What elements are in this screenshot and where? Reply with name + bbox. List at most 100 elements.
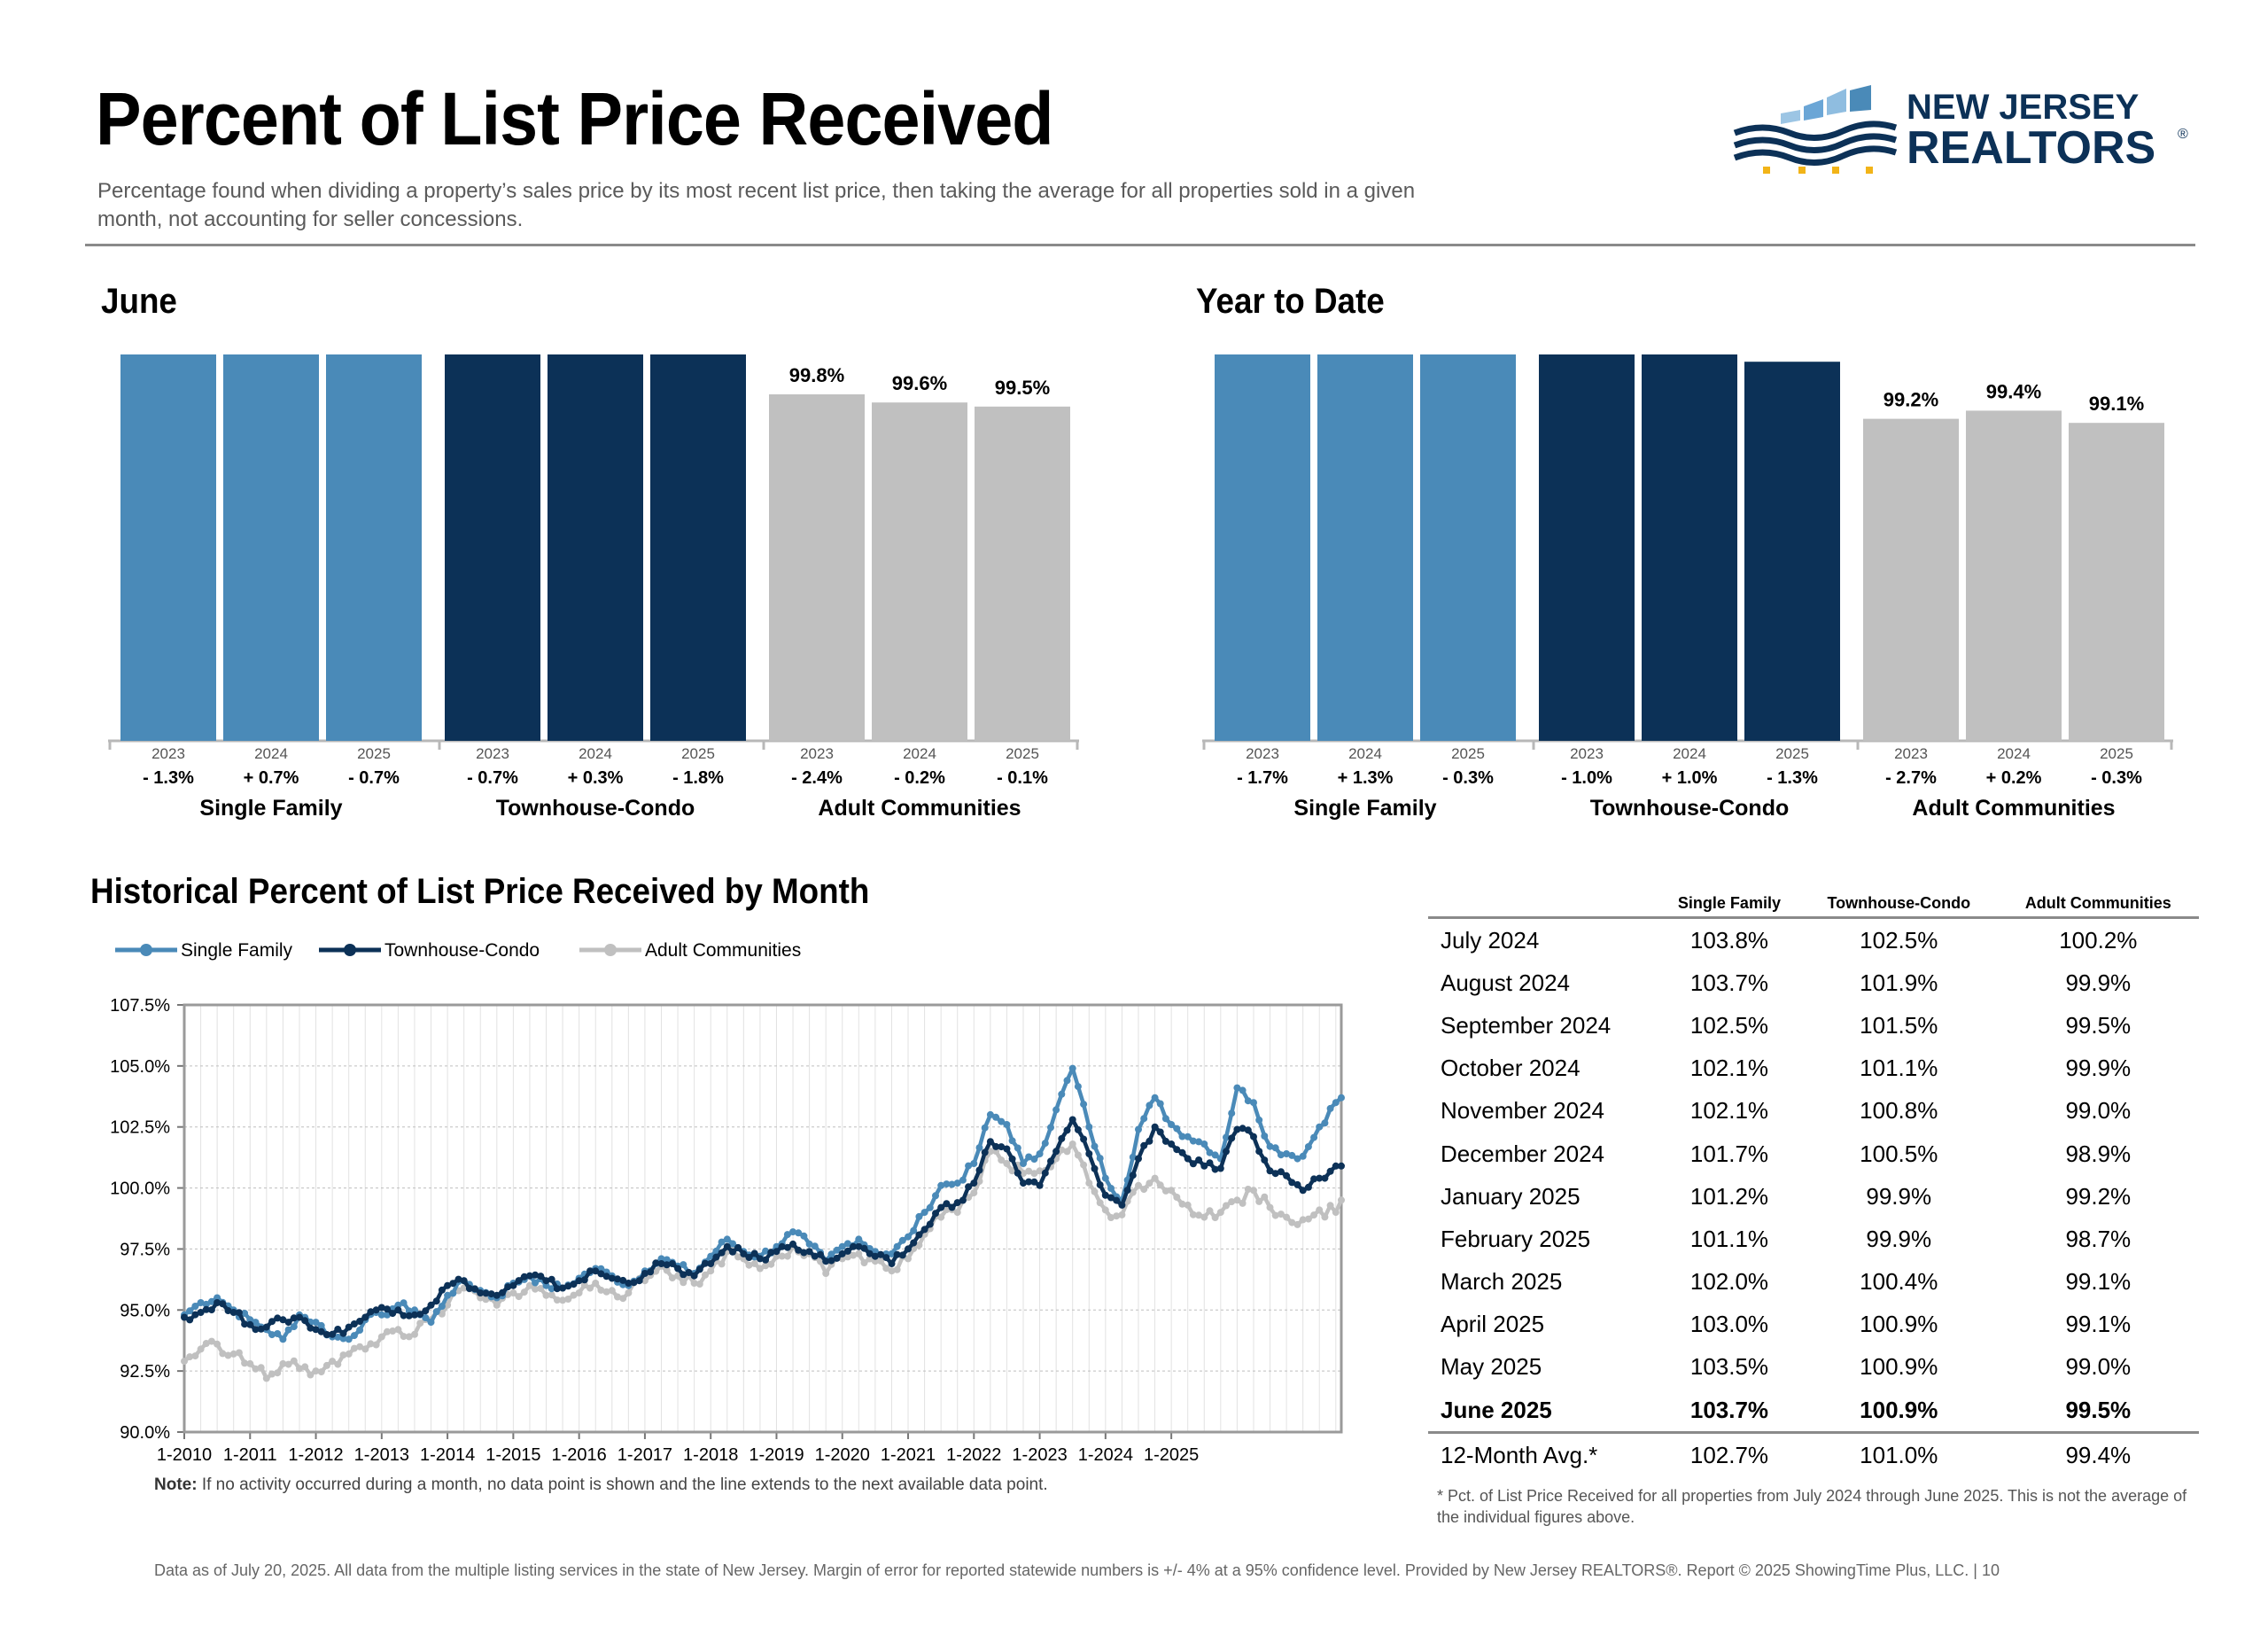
- data-point: [1020, 1179, 1027, 1187]
- data-point: [1074, 1083, 1082, 1091]
- logo-building-mark: [1733, 85, 1898, 174]
- data-point: [871, 1257, 879, 1265]
- data-point: [1239, 1086, 1247, 1094]
- data-point: [1223, 1133, 1230, 1141]
- data-point: [943, 1200, 951, 1208]
- table-cell-value: 99.9%: [1866, 1182, 1932, 1210]
- data-point: [729, 1248, 736, 1256]
- data-point: [542, 1277, 550, 1285]
- data-point: [1293, 1155, 1301, 1163]
- data-point: [866, 1249, 874, 1257]
- data-point: [1063, 1126, 1071, 1134]
- y-tick-label: 92.5%: [120, 1362, 170, 1382]
- data-point: [932, 1192, 939, 1200]
- data-point: [493, 1301, 501, 1309]
- data-point: [329, 1358, 337, 1366]
- data-point: [274, 1330, 282, 1337]
- data-point: [1173, 1194, 1181, 1201]
- bar-year-label: 2025: [681, 745, 715, 762]
- data-point: [1195, 1138, 1203, 1146]
- data-point: [1228, 1134, 1236, 1142]
- data-point: [542, 1281, 550, 1289]
- data-point: [268, 1370, 276, 1378]
- data-point: [1211, 1151, 1219, 1159]
- bar-change-label: - 2.4%: [791, 768, 843, 788]
- data-point: [1025, 1178, 1033, 1186]
- data-point: [1211, 1214, 1219, 1221]
- data-point: [553, 1285, 561, 1293]
- data-point: [965, 1183, 973, 1191]
- data-point: [850, 1251, 858, 1259]
- data-point: [548, 1285, 555, 1293]
- data-point: [284, 1319, 292, 1327]
- bar-single-family-2025: [1420, 354, 1516, 741]
- data-point: [888, 1260, 896, 1267]
- data-point: [1244, 1126, 1252, 1134]
- data-point: [668, 1274, 676, 1282]
- data-point: [608, 1274, 616, 1282]
- data-point: [1326, 1202, 1334, 1210]
- x-tick-label: 1-2018: [683, 1445, 738, 1465]
- data-point: [532, 1271, 540, 1279]
- legend-item-townhouse-condo: Townhouse-Condo: [319, 940, 540, 961]
- data-point: [657, 1255, 665, 1263]
- data-point: [981, 1148, 989, 1156]
- data-point: [975, 1144, 983, 1152]
- data-point: [1118, 1201, 1126, 1209]
- data-point: [432, 1308, 440, 1316]
- data-point: [384, 1327, 391, 1335]
- data-point: [1058, 1090, 1066, 1098]
- series-townhouse-condo: [181, 1116, 1345, 1338]
- data-point: [384, 1311, 391, 1319]
- data-point: [1326, 1167, 1334, 1175]
- table-cell-value: 102.1%: [1689, 1097, 1769, 1125]
- table-cell-value: 100.4%: [1860, 1268, 1938, 1296]
- data-point: [1255, 1148, 1263, 1156]
- bar-change-label: - 2.7%: [1885, 768, 1937, 788]
- bar-year-label: 2025: [1006, 745, 1039, 762]
- data-point: [1271, 1144, 1279, 1152]
- data-point: [246, 1316, 254, 1324]
- data-point: [520, 1273, 528, 1281]
- data-point: [767, 1249, 775, 1257]
- data-point: [1299, 1152, 1307, 1160]
- data-point: [1151, 1123, 1159, 1131]
- bar-change-label: - 0.3%: [2091, 768, 2142, 788]
- series-line-single-family: [183, 1066, 1343, 1342]
- monthly-data-table: Single Family Townhouse-Condo Adult Comm…: [1428, 890, 2199, 1476]
- data-point: [888, 1267, 896, 1275]
- table-row: November 2024 102.1% 100.8% 99.0%: [1428, 1090, 2199, 1133]
- data-point: [1146, 1137, 1153, 1145]
- data-point: [301, 1317, 309, 1325]
- data-point: [1036, 1167, 1044, 1175]
- data-point: [307, 1371, 315, 1379]
- bar-value-label: 99.5%: [995, 377, 1050, 399]
- data-point: [937, 1181, 945, 1189]
- data-point: [1118, 1211, 1126, 1218]
- table-cell-month: September 2024: [1441, 1011, 1612, 1039]
- data-point: [1250, 1133, 1257, 1140]
- bar-townhouse-condo-2024: [548, 354, 643, 742]
- x-tick-label: 1-2017: [617, 1445, 672, 1465]
- data-point: [1173, 1146, 1181, 1154]
- data-point: [257, 1325, 265, 1333]
- data-point: [1047, 1157, 1054, 1165]
- data-point: [334, 1333, 342, 1341]
- data-point: [1338, 1196, 1345, 1204]
- data-point: [893, 1242, 901, 1250]
- table-cell-value: 100.9%: [1860, 1353, 1938, 1381]
- data-point: [197, 1309, 205, 1316]
- table-cell-value: 102.7%: [1689, 1441, 1769, 1468]
- bar-year-label: 2025: [2100, 745, 2133, 762]
- x-tick-label: 1-2011: [223, 1445, 277, 1465]
- data-point: [361, 1313, 369, 1321]
- data-point: [262, 1323, 270, 1331]
- data-point: [1030, 1170, 1038, 1178]
- data-point: [580, 1281, 588, 1289]
- bar-change-label: + 0.3%: [568, 768, 624, 788]
- data-point: [214, 1340, 221, 1348]
- data-point: [926, 1220, 934, 1228]
- bar-year-label: 2023: [1570, 745, 1604, 762]
- data-point: [712, 1247, 720, 1255]
- data-point: [975, 1178, 983, 1185]
